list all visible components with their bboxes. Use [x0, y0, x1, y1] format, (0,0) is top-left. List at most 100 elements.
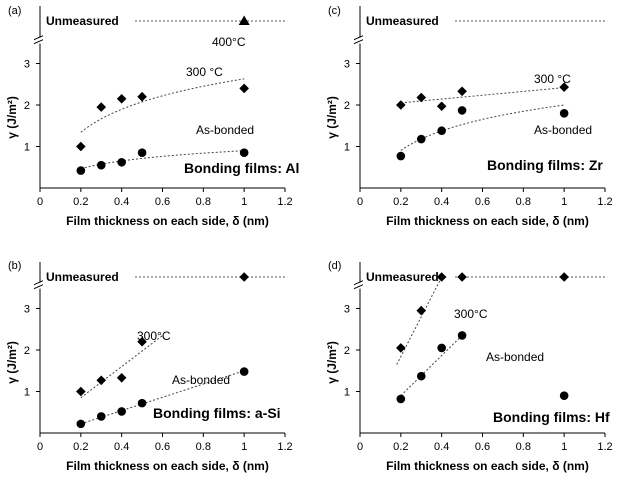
data-point-circle — [76, 419, 86, 429]
data-point-circle — [76, 166, 86, 175]
x-tick-label: 0.2 — [73, 196, 88, 208]
data-point-diamond — [416, 92, 427, 103]
x-axis-label: Film thickness on each side, δ (nm) — [386, 214, 589, 228]
bonding-film-title: Bonding films: Hf — [493, 409, 610, 425]
chart-panel-3: (c) 0 0.2 0.4 0.6 0.8 1 1.2 1 2 3 Film thickness on… — [325, 5, 613, 228]
data-point-diamond — [457, 86, 467, 97]
chart-panel-1: (a) 0 0.2 0.4 0.6 0.8 1 1.2 1 2 3 Film thickness on… — [5, 5, 299, 228]
trend-line — [396, 276, 443, 365]
trend-line — [80, 150, 245, 170]
unmeasured-label: Unmeasured — [46, 270, 119, 284]
data-point-circle — [559, 391, 569, 400]
data-point-circle — [239, 148, 249, 158]
data-point-diamond — [96, 102, 107, 112]
x-tick-label: 1.2 — [597, 196, 612, 208]
data-point-diamond — [116, 93, 127, 104]
x-tick-label: 0.6 — [155, 441, 170, 453]
data-point-circle — [117, 157, 126, 167]
series-label: 300 °C — [186, 65, 223, 79]
data-point-circle — [396, 394, 406, 404]
x-tick-label: 0.8 — [196, 196, 211, 208]
unmeasured-label: Unmeasured — [366, 14, 439, 28]
x-tick-label: 1 — [561, 196, 567, 208]
series-label: As-bonded — [486, 350, 544, 364]
series-label: 300°C — [137, 329, 171, 343]
x-tick-label: 1 — [561, 441, 567, 453]
data-point-circle — [137, 148, 147, 158]
data-point-diamond — [436, 272, 447, 282]
series-label: As-bonded — [172, 373, 230, 387]
y-axis-label: γ (J/m²) — [325, 341, 339, 384]
x-axis-label: Film thickness on each side, δ (nm) — [386, 459, 589, 473]
data-point-circle — [457, 331, 467, 340]
x-tick-label: 0.6 — [155, 196, 170, 208]
data-point-diamond — [76, 141, 86, 152]
y-tick-label: 1 — [344, 387, 350, 399]
data-point-triangle — [238, 15, 250, 25]
y-tick-label: 1 — [344, 142, 350, 154]
data-point-circle — [396, 151, 406, 161]
trend-line — [400, 335, 463, 397]
x-tick-label: 0.2 — [393, 441, 408, 453]
x-tick-label: 0.6 — [475, 441, 490, 453]
unmeasured-label: Unmeasured — [366, 270, 439, 284]
data-point-circle — [96, 160, 106, 170]
data-point-circle — [437, 126, 446, 136]
panel-label: (a) — [8, 5, 21, 17]
series-label: As-bonded — [196, 123, 254, 137]
x-tick-label: 1 — [241, 441, 247, 453]
data-point-diamond — [559, 82, 569, 92]
data-point-diamond — [559, 272, 569, 282]
x-tick-label: 0 — [357, 441, 363, 453]
x-tick-label: 0.4 — [114, 441, 129, 453]
data-point-diamond — [116, 373, 127, 383]
x-tick-label: 0.4 — [434, 196, 449, 208]
y-axis-label: γ (J/m²) — [5, 96, 19, 139]
x-tick-label: 0.2 — [73, 441, 88, 453]
data-point-circle — [96, 412, 106, 421]
bonding-film-title: Bonding films: Al — [184, 160, 299, 176]
x-axis-label: Film thickness on each side, δ (nm) — [66, 214, 269, 228]
data-point-diamond — [396, 343, 406, 353]
data-point-diamond — [96, 375, 107, 386]
x-tick-label: 0.4 — [434, 441, 449, 453]
x-tick-label: 0.2 — [393, 196, 408, 208]
trend-line — [80, 370, 245, 425]
trend-line — [80, 78, 245, 133]
series-label: 300°C — [454, 307, 488, 321]
data-point-circle — [416, 134, 426, 144]
series-label: 400°C — [212, 35, 246, 49]
y-tick-label: 2 — [344, 100, 350, 112]
bonding-film-title: Bonding films: a-Si — [153, 405, 281, 421]
data-point-circle — [559, 109, 569, 118]
y-axis-label: γ (J/m²) — [5, 341, 19, 384]
unmeasured-label: Unmeasured — [46, 14, 119, 28]
series-label: 300 °C — [534, 72, 571, 86]
x-tick-label: 1.2 — [277, 196, 292, 208]
panel-label: (c) — [328, 5, 341, 17]
y-tick-label: 2 — [344, 345, 350, 357]
data-point-diamond — [416, 305, 427, 316]
y-tick-label: 2 — [24, 100, 30, 112]
x-tick-label: 0.8 — [196, 441, 211, 453]
y-axis-label: γ (J/m²) — [325, 96, 339, 139]
trend-line — [80, 335, 163, 399]
y-tick-label: 1 — [24, 142, 30, 154]
x-tick-label: 0 — [37, 196, 43, 208]
axis-break-mark — [33, 280, 44, 290]
series-label: As-bonded — [534, 123, 592, 137]
x-tick-label: 0.6 — [475, 196, 490, 208]
x-tick-label: 0 — [357, 196, 363, 208]
y-tick-label: 2 — [24, 345, 30, 357]
x-tick-label: 0 — [37, 441, 43, 453]
x-tick-label: 1.2 — [277, 441, 292, 453]
x-tick-label: 1 — [241, 196, 247, 208]
data-point-diamond — [457, 272, 467, 282]
y-tick-label: 3 — [24, 304, 30, 316]
data-point-diamond — [436, 101, 447, 112]
data-point-diamond — [76, 386, 86, 397]
data-point-diamond — [396, 100, 406, 110]
x-axis-label: Film thickness on each side, δ (nm) — [66, 459, 269, 473]
data-point-circle — [239, 367, 249, 376]
